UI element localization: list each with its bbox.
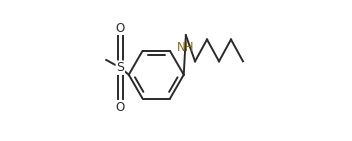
Text: O: O <box>116 101 125 114</box>
Text: O: O <box>116 22 125 35</box>
Text: S: S <box>116 61 124 74</box>
Text: NH: NH <box>177 41 195 54</box>
